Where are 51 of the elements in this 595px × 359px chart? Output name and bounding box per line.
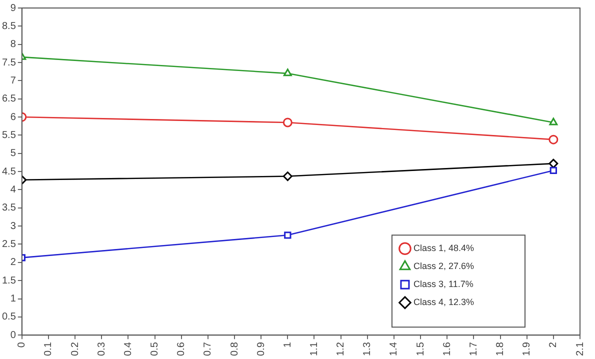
y-tick-label: 4	[10, 184, 16, 196]
x-tick-label: 1.7	[468, 342, 480, 356]
y-tick-label: 7	[10, 75, 16, 86]
x-tick-label: 0.9	[256, 342, 267, 356]
y-tick-label: 0.5	[2, 312, 16, 323]
x-tick-label: 1.2	[336, 342, 347, 356]
y-tick-label: 5.5	[2, 130, 16, 141]
y-tick-label: 1	[10, 294, 16, 305]
y-tick-label: 6	[10, 112, 16, 123]
x-tick-label: 1.8	[495, 342, 506, 356]
x-tick-label: 1.3	[362, 342, 374, 356]
y-tick-label: 2.5	[2, 238, 16, 250]
legend-label: Class 2, 27.6%	[413, 261, 474, 272]
x-tick-label: 0.1	[43, 342, 54, 356]
x-tick-label: 1.4	[388, 342, 400, 356]
point	[282, 118, 292, 128]
y-tick-label: 0	[10, 330, 16, 341]
x-tick-label: 0.8	[229, 342, 240, 356]
y-tick-label: 6.5	[2, 94, 16, 105]
point	[282, 172, 292, 182]
y-tick-label: 8	[10, 39, 16, 50]
y-tick-label: 5	[10, 148, 16, 160]
x-tick-label: 1.1	[308, 342, 320, 356]
y-tick-label: 3	[10, 220, 16, 232]
legend-label: Class 1, 48.4%	[413, 243, 474, 254]
x-tick-label: 0	[16, 342, 28, 348]
y-tick-label: 1.5	[2, 275, 16, 286]
legend-label: Class 4, 12.3%	[413, 297, 474, 308]
point	[548, 158, 558, 168]
x-tick-label: 0.4	[122, 342, 134, 356]
y-tick-label: 4.5	[2, 166, 16, 178]
x-tick-label: 1.9	[522, 342, 533, 356]
x-tick-label: 1.6	[442, 342, 453, 356]
y-tick-label: 8.5	[2, 20, 16, 32]
point	[284, 232, 292, 239]
legend-label: Class 3, 11.7%	[413, 279, 474, 290]
x-tick-label: 0.7	[202, 342, 214, 356]
y-tick-label: 3.5	[2, 202, 16, 214]
point	[550, 166, 558, 174]
x-tick-label: 2	[548, 342, 560, 348]
y-tick-label: 2	[10, 257, 16, 268]
x-tick-label: 0.5	[150, 342, 161, 356]
x-tick-label: 0.2	[70, 342, 81, 356]
x-tick-label: 0.6	[176, 342, 188, 356]
x-tick-label: 2.1	[574, 342, 586, 356]
x-tick-label: 1.5	[415, 342, 426, 356]
y-tick-label: 7.5	[2, 57, 16, 68]
point	[548, 134, 558, 144]
y-tick-label: 9	[10, 2, 16, 14]
x-tick-label: 0.3	[96, 342, 108, 356]
x-tick-label: 1	[282, 342, 294, 348]
